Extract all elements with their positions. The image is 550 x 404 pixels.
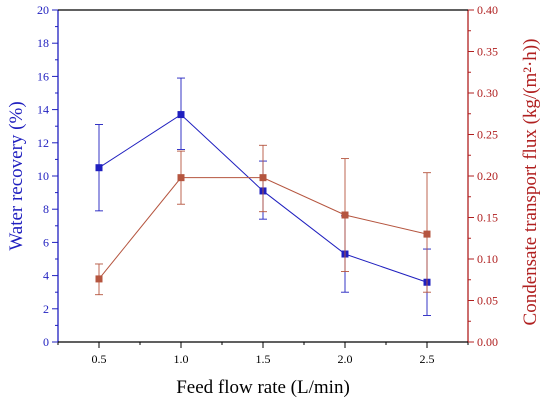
y-left-tick-label: 8 <box>43 202 49 216</box>
y-right-tick-label: 0.00 <box>477 335 498 349</box>
y-left-tick-label: 18 <box>37 36 49 50</box>
y-left-tick-label: 0 <box>43 335 49 349</box>
y-right-tick-label: 0.15 <box>477 211 498 225</box>
x-tick-label: 0.5 <box>92 352 107 366</box>
y-right-tick-label: 0.10 <box>477 252 498 266</box>
data-point <box>341 211 349 219</box>
y-left-tick-label: 6 <box>43 235 49 249</box>
y-left-tick-label: 12 <box>37 136 49 150</box>
y-axis-label-left: Water recovery (%) <box>6 101 27 250</box>
data-point <box>259 174 267 182</box>
x-axis-label: Feed flow rate (L/min) <box>176 377 350 398</box>
plot-area <box>95 77 431 316</box>
x-tick-label: 1.5 <box>256 352 271 366</box>
y-left-tick-label: 2 <box>43 302 49 316</box>
x-tick-label: 2.5 <box>420 352 435 366</box>
y-right-tick-label: 0.35 <box>477 45 498 59</box>
y-left-tick-label: 14 <box>37 103 49 117</box>
y-left-tick-label: 4 <box>43 269 49 283</box>
y-right-tick-label: 0.20 <box>477 169 498 183</box>
data-point <box>423 230 431 238</box>
y-right-tick-label: 0.40 <box>477 3 498 17</box>
y-right-tick-label: 0.05 <box>477 294 498 308</box>
x-tick-label: 1.0 <box>174 352 189 366</box>
y-left-tick-label: 16 <box>37 69 49 83</box>
x-tick-label: 2.0 <box>338 352 353 366</box>
data-point <box>95 275 103 283</box>
axes: 0.5 1.0 1.5 2.0 2.5 0 2 4 6 8 10 12 14 16 18 20 0.00 0.05… <box>37 3 498 366</box>
y-left-tick-label: 10 <box>37 169 49 183</box>
data-point <box>177 111 185 119</box>
series-2 <box>95 144 431 296</box>
data-point <box>177 174 185 182</box>
y-left-tick-label: 20 <box>37 3 49 17</box>
y-right-tick-label: 0.25 <box>477 128 498 142</box>
y-right-tick-label: 0.30 <box>477 86 498 100</box>
y-axis-label-right: Condensate transport flux (kg/(m²·h)) <box>520 39 541 326</box>
data-point <box>95 164 103 172</box>
